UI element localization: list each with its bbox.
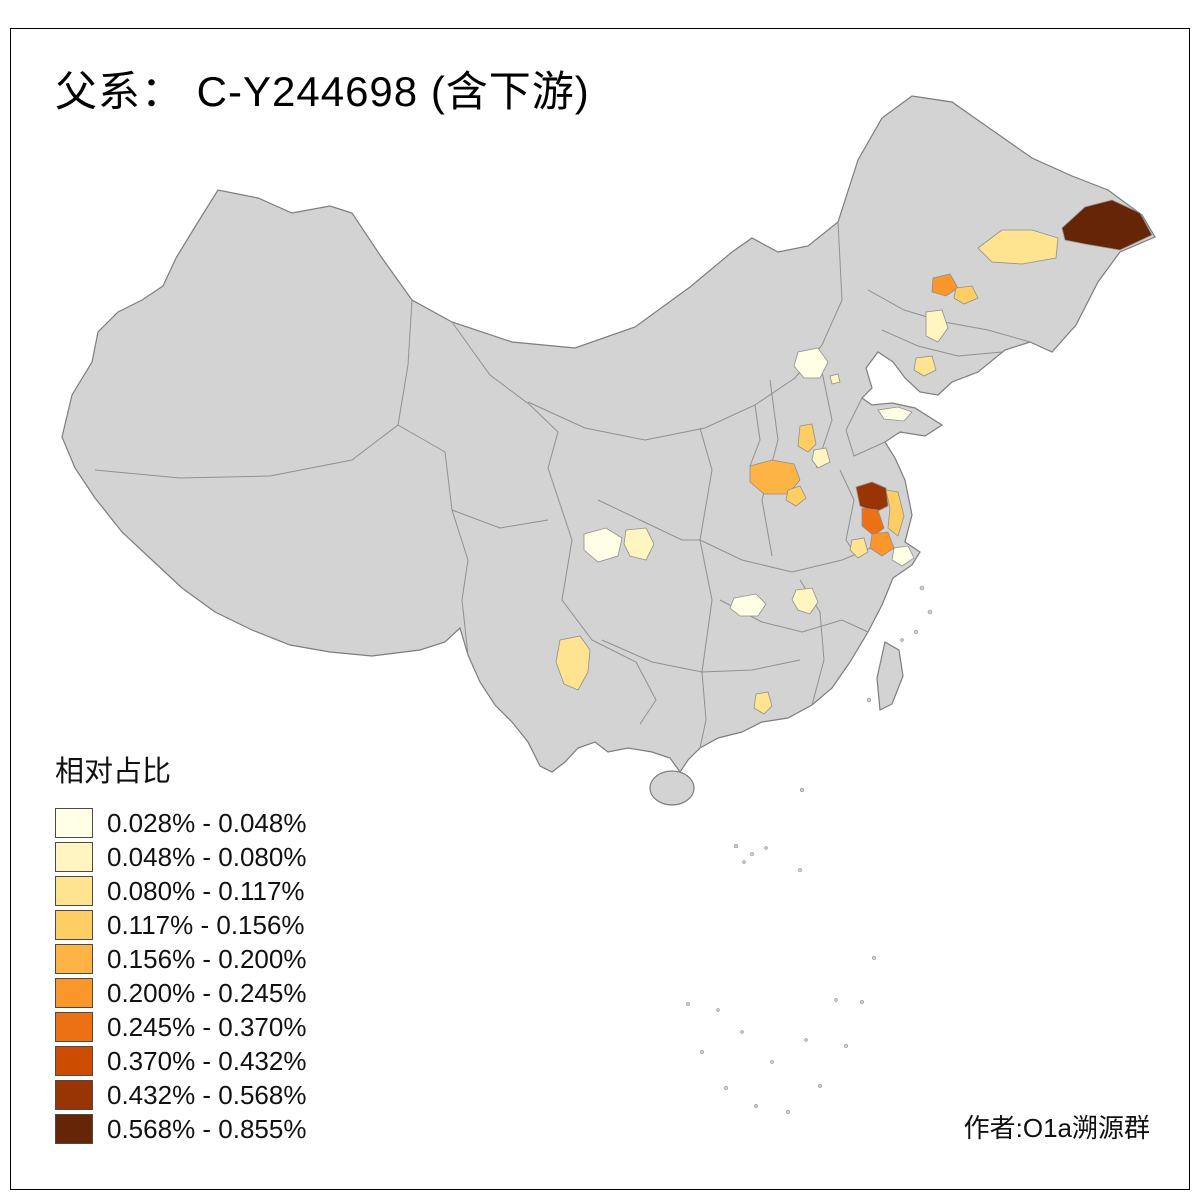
map-region-yunnan-central [555, 635, 591, 691]
legend-swatch [55, 1012, 93, 1042]
map-region-jilin-central [925, 309, 949, 343]
legend: 相对占比 0.028% - 0.048% 0.048% - 0.080% 0.080… [55, 748, 306, 1144]
legend-row: 0.432% - 0.568% [55, 1080, 306, 1110]
legend-row: 0.370% - 0.432% [55, 1046, 306, 1076]
map-region-heilongjiang-north [977, 229, 1059, 265]
legend-swatch [55, 876, 93, 906]
legend-swatch [55, 1114, 93, 1144]
legend-swatch [55, 1080, 93, 1110]
land-layer [61, 95, 1156, 806]
taiwan-island [876, 641, 904, 711]
map-region-shandong-peninsula [877, 406, 913, 422]
map-region-hebei-south [811, 447, 831, 469]
map-region-heilongjiang-central-west [931, 273, 959, 297]
map-region-shanxi-hebei [797, 423, 817, 453]
map-region-guizhou-hunan [729, 593, 767, 617]
legend-swatch [55, 978, 93, 1008]
legend-label: 0.200% - 0.245% [107, 977, 307, 1008]
mainland-outline [61, 95, 1156, 774]
map-region-jiangsu-east-sliver [885, 489, 905, 537]
map-region-jiangsu-central [861, 507, 885, 537]
page-title: 父系： C-Y244698 (含下游) [55, 68, 590, 115]
legend-row: 0.080% - 0.117% [55, 876, 306, 906]
legend-entries: 0.028% - 0.048% 0.048% - 0.080% 0.080% - 0… [55, 808, 306, 1144]
legend-row: 0.048% - 0.080% [55, 842, 306, 872]
legend-label: 0.245% - 0.370% [107, 1011, 307, 1042]
legend-label: 0.432% - 0.568% [107, 1079, 307, 1110]
legend-swatch [55, 910, 93, 940]
legend-row: 0.200% - 0.245% [55, 978, 306, 1008]
hainan-island [649, 770, 695, 806]
map-region-shanghai-area [891, 545, 915, 567]
map-region-beijing-area [793, 347, 829, 379]
map-region-hubei [791, 587, 819, 615]
author-credit: 作者:O1a溯源群 [963, 1113, 1150, 1143]
map-region-heilongjiang-far-east [1061, 199, 1153, 251]
legend-label: 0.370% - 0.432% [107, 1045, 307, 1076]
legend-row: 0.028% - 0.048% [55, 808, 306, 838]
legend-label: 0.080% - 0.117% [107, 875, 305, 906]
map-region-sichuan-east [623, 527, 655, 561]
legend-label: 0.156% - 0.200% [107, 943, 307, 974]
map-region-liaoning-coastal [913, 355, 937, 377]
legend-swatch [55, 944, 93, 974]
map-region-heilongjiang-central-east [953, 285, 979, 305]
legend-label: 0.028% - 0.048% [107, 807, 307, 838]
legend-swatch [55, 808, 93, 838]
map-region-jiangsu-south [869, 531, 895, 557]
legend-label: 0.117% - 0.156% [107, 909, 305, 940]
legend-row: 0.568% - 0.855% [55, 1114, 306, 1144]
map-region-jiangsu-north [855, 481, 889, 513]
map-region-anhui-small [849, 537, 869, 559]
map-region-beijing-east-dot [829, 373, 841, 385]
map-region-henan-east [785, 485, 807, 507]
map-region-guangdong-north [753, 691, 773, 715]
highlight-regions [555, 199, 1153, 715]
legend-swatch [55, 1046, 93, 1076]
legend-label: 0.048% - 0.080% [107, 841, 307, 872]
legend-row: 0.245% - 0.370% [55, 1012, 306, 1042]
legend-label: 0.568% - 0.855% [107, 1113, 307, 1144]
legend-swatch [55, 842, 93, 872]
map-region-henan [749, 459, 801, 495]
legend-row: 0.117% - 0.156% [55, 910, 306, 940]
map-region-sichuan-west [583, 527, 623, 563]
sea-islands [686, 585, 933, 1114]
legend-title: 相对占比 [55, 756, 172, 788]
legend-row: 0.156% - 0.200% [55, 944, 306, 974]
